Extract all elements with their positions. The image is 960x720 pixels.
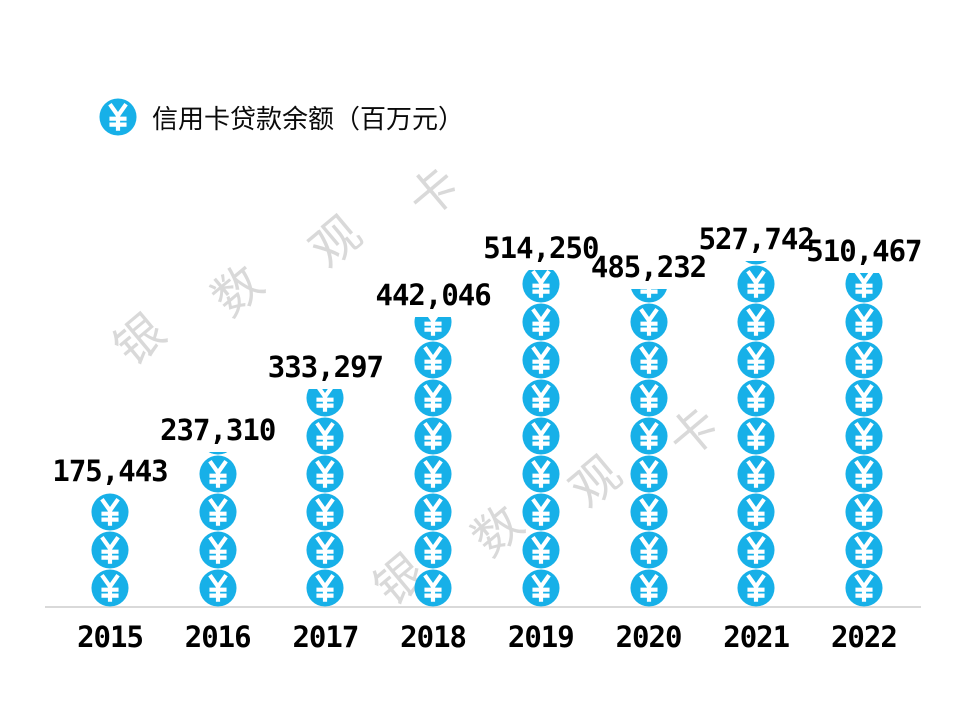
value-label-2018: 442,046 [375, 278, 491, 312]
yuan-coin-icon [91, 569, 129, 607]
yuan-coin-icon [414, 317, 452, 341]
yuan-coin-icon [414, 531, 452, 569]
yuan-coin-icon [91, 531, 129, 569]
value-label-2021: 527,742 [698, 222, 815, 256]
yuan-coin-icon [199, 493, 237, 531]
yuan-coin-icon [845, 379, 883, 417]
yuan-coin-icon [737, 341, 775, 379]
yuan-coin-icon [522, 493, 560, 531]
yuan-coin-icon [199, 531, 237, 569]
yuan-coin-icon [522, 379, 560, 417]
yuan-coin-icon [737, 417, 775, 455]
yuan-coin-icon [306, 531, 344, 569]
x-axis-line [45, 606, 921, 608]
yuan-coin-icon [306, 493, 344, 531]
legend-label: 信用卡贷款余额（百万元） [152, 104, 465, 135]
yuan-coin-icon [91, 493, 129, 531]
x-axis-tick-2020: 2020 [615, 620, 683, 654]
value-label-2022: 510,467 [806, 234, 922, 268]
yuan-coin-icon [414, 455, 452, 493]
yuan-coin-icon [737, 303, 775, 341]
yuan-coin-icon [522, 303, 560, 341]
yuan-coin-icon [737, 531, 775, 569]
yuan-coin-icon [845, 493, 883, 531]
yuan-coin-icon [737, 265, 775, 303]
legend: 信用卡贷款余额（百万元） [99, 98, 464, 136]
yuan-coin-icon [737, 379, 775, 417]
yuan-coin-icon [845, 417, 883, 455]
yuan-coin-icon [306, 417, 344, 455]
x-axis-tick-2021: 2021 [723, 620, 790, 654]
value-label-2017: 333,297 [267, 350, 384, 384]
yuan-coin-icon [522, 531, 560, 569]
x-axis-tick-2015: 2015 [77, 620, 144, 654]
yuan-coin-icon [737, 569, 775, 607]
yuan-coin-icon [522, 270, 560, 303]
yuan-coin-icon [630, 289, 668, 303]
value-label-2015: 175,443 [52, 454, 168, 488]
x-axis-tick-2022: 2022 [830, 620, 898, 654]
yuan-coin-icon [629, 379, 668, 417]
yuan-coin-icon [306, 389, 344, 417]
yuan-coin-icon [629, 341, 668, 379]
yuan-coin-icon [414, 417, 452, 455]
yuan-coin-icon [629, 493, 668, 531]
x-axis-tick-2016: 2016 [184, 620, 252, 654]
yuan-coin-icon [737, 455, 775, 493]
value-label-2020: 485,232 [590, 250, 707, 284]
bar-2022: 510,467 [806, 234, 923, 607]
yuan-coin-icon [199, 569, 237, 607]
yuan-coin-icon [737, 493, 775, 531]
yuan-coin-icon [414, 379, 452, 417]
bar-2019: 514,250 [483, 231, 599, 607]
yuan-coin-icon [845, 273, 883, 303]
yuan-coin-icon [414, 569, 452, 607]
yuan-coin-icon [629, 303, 668, 341]
yuan-coin-icon [629, 569, 668, 607]
bar-2015: 175,443 [52, 454, 169, 607]
yuan-coin-icon [306, 569, 344, 607]
bar-2020: 485,232 [590, 250, 707, 607]
yuan-coin-icon [629, 531, 668, 569]
bar-2017: 333,297 [267, 350, 384, 607]
yuan-coin-icon [414, 341, 452, 379]
value-label-2016: 237,310 [160, 413, 276, 447]
yuan-coin-icon [845, 569, 883, 607]
yuan-coin-icon [199, 452, 237, 455]
value-label-2019: 514,250 [483, 231, 599, 265]
yuan-coin-icon [99, 98, 137, 136]
yuan-coin-icon [845, 455, 883, 493]
yuan-coin-icon [845, 341, 883, 379]
yuan-coin-icon [522, 455, 560, 493]
x-axis-tick-2017: 2017 [292, 620, 359, 654]
bar-2018: 442,046 [375, 278, 492, 607]
yuan-coin-icon [199, 455, 237, 493]
yuan-coin-icon [306, 455, 344, 493]
yuan-coin-icon [737, 261, 775, 265]
yuan-coin-icon [522, 341, 560, 379]
x-axis-tick-2018: 2018 [400, 620, 467, 654]
yuan-coin-icon [629, 417, 668, 455]
yuan-coin-icon [845, 303, 883, 341]
bar-2016: 237,310 [160, 413, 276, 607]
yuan-coin-icon [414, 493, 452, 531]
yuan-coin-icon [845, 531, 883, 569]
yuan-coin-icon [522, 569, 560, 607]
x-axis-tick-2019: 2019 [507, 620, 575, 654]
bar-2021: 527,742 [698, 222, 815, 607]
yuan-coin-icon [629, 455, 668, 493]
yuan-coin-icon [522, 417, 560, 455]
